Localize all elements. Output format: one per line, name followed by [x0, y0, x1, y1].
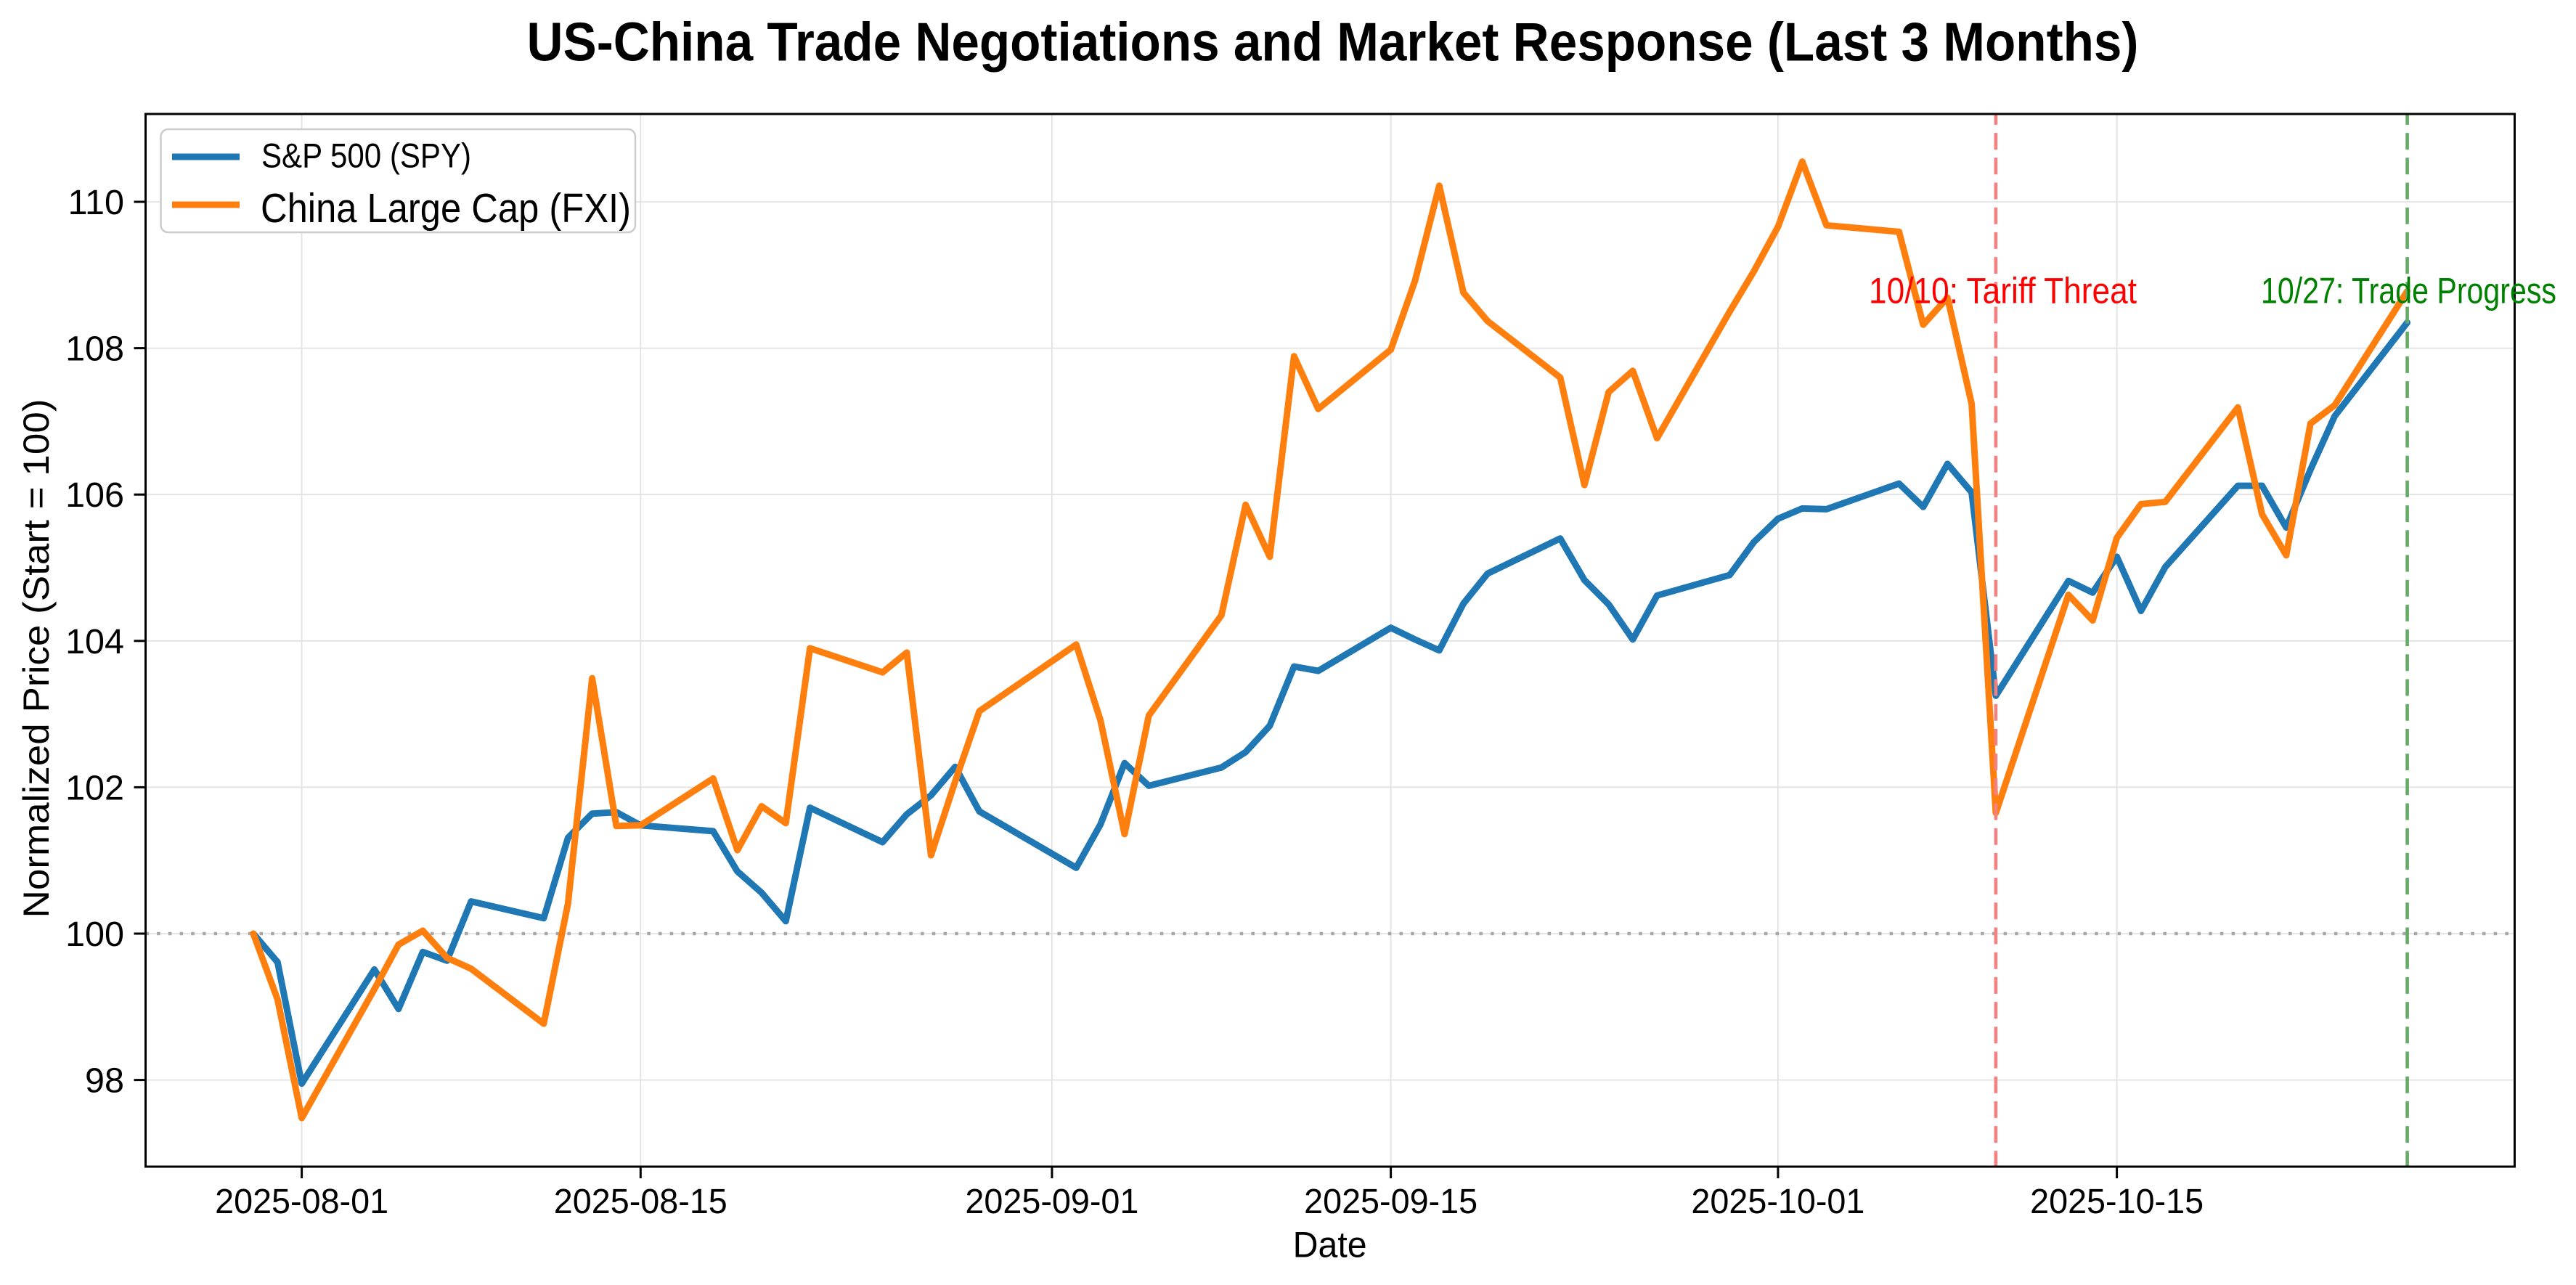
- svg-text:10/27: Trade Progress: 10/27: Trade Progress: [2261, 271, 2556, 311]
- svg-text:108: 108: [65, 330, 124, 369]
- svg-text:98: 98: [85, 1061, 124, 1101]
- svg-text:2025-08-01: 2025-08-01: [215, 1182, 388, 1221]
- svg-text:106: 106: [65, 476, 124, 515]
- svg-text:2025-09-01: 2025-09-01: [965, 1182, 1138, 1221]
- svg-text:2025-08-15: 2025-08-15: [554, 1182, 727, 1221]
- svg-text:10/10: Tariff Threat: 10/10: Tariff Threat: [1869, 271, 2137, 311]
- svg-text:110: 110: [68, 183, 124, 222]
- svg-text:2025-10-01: 2025-10-01: [1691, 1182, 1864, 1221]
- svg-text:104: 104: [65, 622, 124, 661]
- svg-text:100: 100: [65, 915, 124, 954]
- svg-text:US-China Trade Negotiations an: US-China Trade Negotiations and Market R…: [527, 12, 2139, 73]
- svg-text:Date: Date: [1293, 1225, 1367, 1265]
- svg-text:S&P 500 (SPY): S&P 500 (SPY): [261, 136, 471, 175]
- svg-text:102: 102: [65, 768, 124, 807]
- svg-text:2025-10-15: 2025-10-15: [2030, 1182, 2204, 1221]
- svg-text:2025-09-15: 2025-09-15: [1304, 1182, 1477, 1221]
- svg-text:Normalized Price (Start = 100): Normalized Price (Start = 100): [16, 399, 57, 918]
- svg-text:China Large Cap (FXI): China Large Cap (FXI): [261, 185, 631, 232]
